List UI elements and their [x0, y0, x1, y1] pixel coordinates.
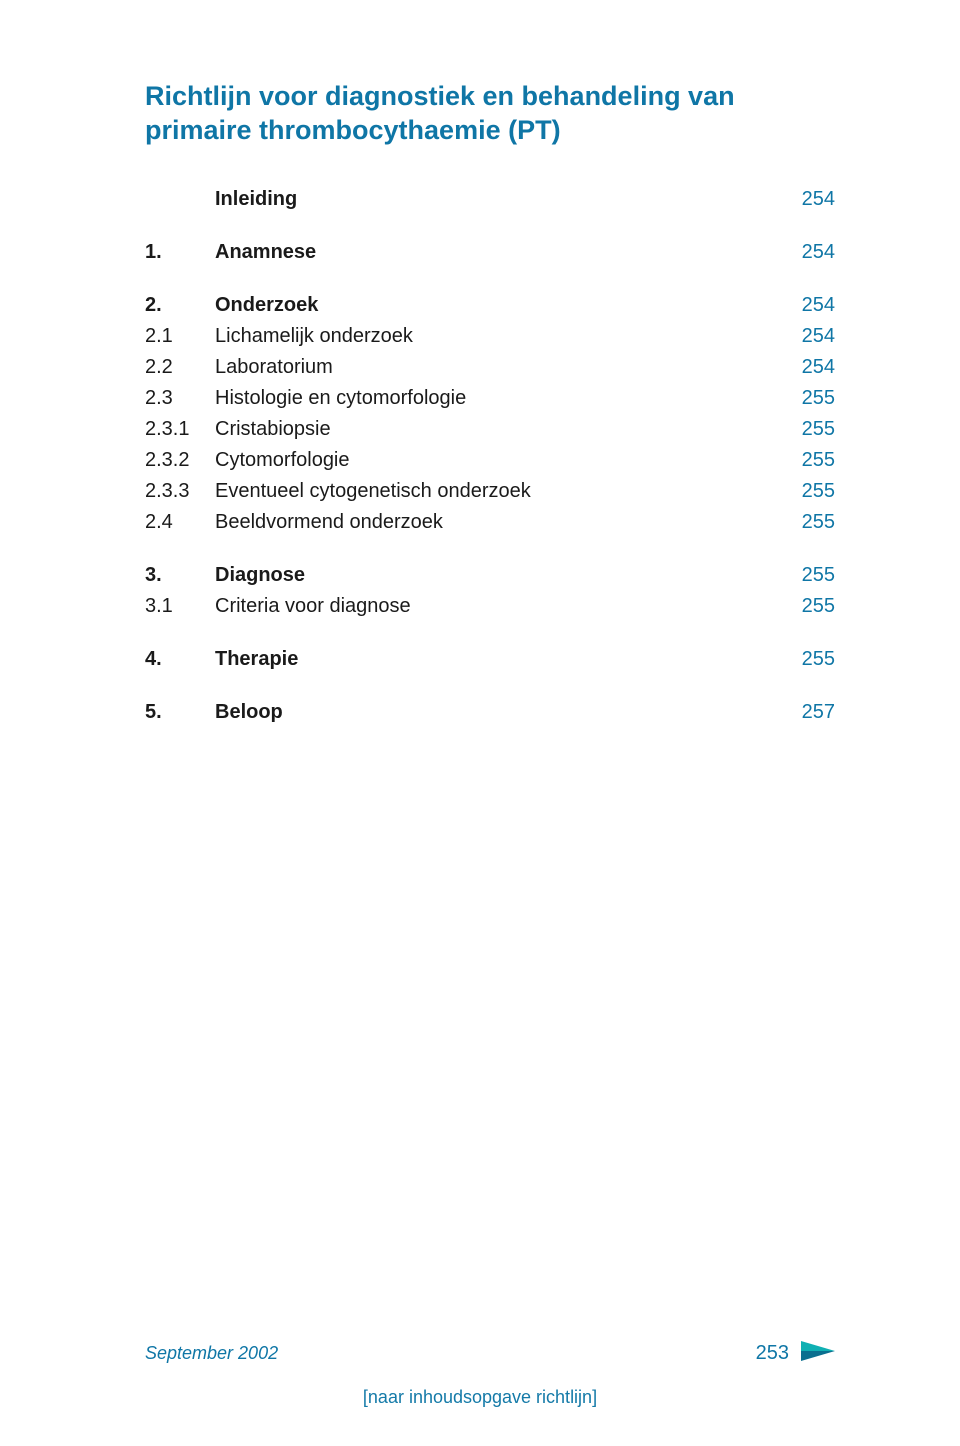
- toc-row: 3.Diagnose 255: [145, 560, 835, 590]
- toc-row-left: 2.2Laboratorium: [145, 352, 333, 382]
- toc-label: Laboratorium: [215, 352, 333, 382]
- toc-number: 1.: [145, 237, 215, 267]
- toc-row-left: Inleiding: [145, 184, 297, 214]
- toc-label: Cristabiopsie: [215, 414, 331, 444]
- toc-row: 2.1Lichamelijk onderzoek 254: [145, 321, 835, 351]
- toc-label: Diagnose: [215, 560, 305, 590]
- toc-page-number: 255: [785, 644, 835, 674]
- toc-number: 2.1: [145, 321, 215, 351]
- toc-page-number: 257: [785, 697, 835, 727]
- toc-row: 2.3Histologie en cytomorfologie 255: [145, 383, 835, 413]
- toc-number: 2.4: [145, 507, 215, 537]
- toc-row-left: 2.3.1Cristabiopsie: [145, 414, 331, 444]
- toc-page-number: 254: [785, 184, 835, 214]
- toc-group-gap: [145, 622, 835, 644]
- toc-row-left: 2.4Beeldvormend onderzoek: [145, 507, 443, 537]
- toc-row-left: 4.Therapie: [145, 644, 298, 674]
- toc-row-left: 1.Anamnese: [145, 237, 316, 267]
- toc-number: 2.: [145, 290, 215, 320]
- toc-row: 3.1Criteria voor diagnose 255: [145, 591, 835, 621]
- forward-arrow-icon: [801, 1341, 835, 1366]
- toc-number: 2.2: [145, 352, 215, 382]
- toc-row: 5.Beloop 257: [145, 697, 835, 727]
- toc-row: 4.Therapie 255: [145, 644, 835, 674]
- toc-row: 2.3.3Eventueel cytogenetisch onderzoek 25…: [145, 476, 835, 506]
- toc-group-gap: [145, 215, 835, 237]
- page-footer: September 2002 253: [145, 1341, 835, 1366]
- page: Richtlijn voor diagnostiek en behandelin…: [0, 0, 960, 1446]
- toc-page-number: 254: [785, 237, 835, 267]
- toc-page-number: 255: [785, 560, 835, 590]
- toc-row-left: 2.3.3Eventueel cytogenetisch onderzoek: [145, 476, 531, 506]
- toc-label: Histologie en cytomorfologie: [215, 383, 466, 413]
- toc-page-number: 255: [785, 591, 835, 621]
- toc-page-number: 255: [785, 476, 835, 506]
- toc-label: Anamnese: [215, 237, 316, 267]
- toc-number: 2.3.2: [145, 445, 215, 475]
- toc-row: 2.3.2Cytomorfologie 255: [145, 445, 835, 475]
- toc-label: Beloop: [215, 697, 283, 727]
- toc-page-number: 254: [785, 290, 835, 320]
- footer-page-number: 253: [756, 1342, 789, 1365]
- toc-row: 2.4Beeldvormend onderzoek 255: [145, 507, 835, 537]
- toc-row: 1.Anamnese 254: [145, 237, 835, 267]
- toc-number: 5.: [145, 697, 215, 727]
- toc-group-gap: [145, 538, 835, 560]
- footer-date: September 2002: [145, 1343, 278, 1364]
- toc-row-left: 2.Onderzoek: [145, 290, 318, 320]
- toc-page-number: 255: [785, 507, 835, 537]
- toc-number: 2.3.3: [145, 476, 215, 506]
- toc-row: 2.Onderzoek 254: [145, 290, 835, 320]
- toc-label: Lichamelijk onderzoek: [215, 321, 413, 351]
- toc-label: Beeldvormend onderzoek: [215, 507, 443, 537]
- toc-number: 2.3.1: [145, 414, 215, 444]
- toc-label: Inleiding: [215, 184, 297, 214]
- toc-row-left: 2.3.2Cytomorfologie: [145, 445, 350, 475]
- toc-group-gap: [145, 675, 835, 697]
- toc-label: Criteria voor diagnose: [215, 591, 411, 621]
- toc-group-gap: [145, 268, 835, 290]
- document-title: Richtlijn voor diagnostiek en behandelin…: [145, 80, 835, 148]
- toc-row-left: 2.3Histologie en cytomorfologie: [145, 383, 466, 413]
- back-to-contents-link[interactable]: [naar inhoudsopgave richtlijn]: [0, 1387, 960, 1408]
- toc-number: 3.1: [145, 591, 215, 621]
- toc-number: [145, 184, 215, 214]
- toc-row: Inleiding 254: [145, 184, 835, 214]
- toc-number: 2.3: [145, 383, 215, 413]
- toc-page-number: 255: [785, 414, 835, 444]
- toc-label: Cytomorfologie: [215, 445, 350, 475]
- toc-number: 3.: [145, 560, 215, 590]
- toc-page-number: 254: [785, 352, 835, 382]
- toc-label: Therapie: [215, 644, 298, 674]
- toc-number: 4.: [145, 644, 215, 674]
- footer-right: 253: [756, 1341, 835, 1366]
- toc-row-left: 3.Diagnose: [145, 560, 305, 590]
- toc-row-left: 5.Beloop: [145, 697, 283, 727]
- toc-page-number: 254: [785, 321, 835, 351]
- toc-label: Eventueel cytogenetisch onderzoek: [215, 476, 531, 506]
- toc-label: Onderzoek: [215, 290, 318, 320]
- table-of-contents: Inleiding2541.Anamnese2542.Onderzoek2542…: [145, 184, 835, 727]
- toc-row: 2.3.1Cristabiopsie 255: [145, 414, 835, 444]
- toc-row-left: 2.1Lichamelijk onderzoek: [145, 321, 413, 351]
- toc-row: 2.2Laboratorium 254: [145, 352, 835, 382]
- toc-page-number: 255: [785, 383, 835, 413]
- toc-page-number: 255: [785, 445, 835, 475]
- toc-row-left: 3.1Criteria voor diagnose: [145, 591, 411, 621]
